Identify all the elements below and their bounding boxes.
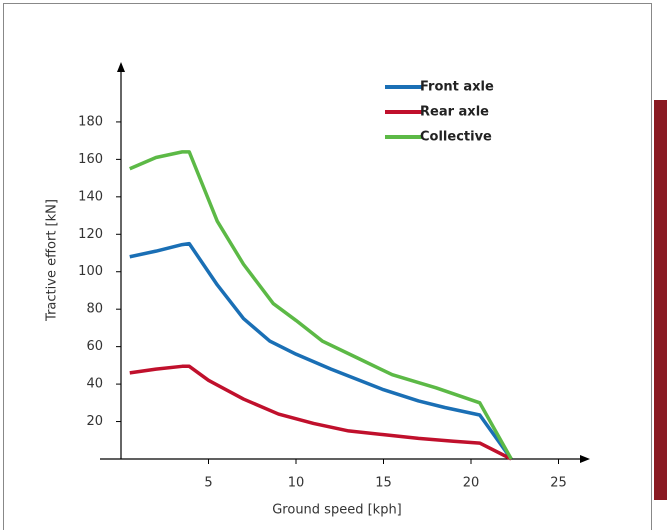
x-axis-arrow [580, 455, 590, 463]
y-tick-label: 40 [86, 377, 103, 392]
legend-label: Rear axle [420, 105, 489, 120]
legend-label: Front axle [420, 80, 494, 95]
y-tick-label: 80 [86, 302, 103, 317]
y-tick-label: 160 [78, 152, 103, 167]
x-tick-label: 10 [288, 476, 305, 491]
series-line [129, 241, 513, 461]
y-tick-label: 20 [86, 414, 103, 429]
background-fragment [654, 100, 667, 500]
y-tick-label: 100 [78, 264, 103, 279]
y-tick-label: 180 [78, 114, 103, 129]
y-tick-label: 60 [86, 339, 103, 354]
y-axis-label: Tractive effort [kN] [45, 199, 60, 322]
legend-label: Collective [420, 130, 492, 145]
x-axis-label: Ground speed [kph] [272, 503, 402, 518]
frame [3, 3, 652, 530]
series-line [129, 364, 513, 461]
y-tick-label: 120 [78, 227, 103, 242]
x-tick-label: 25 [550, 476, 567, 491]
y-tick-label: 140 [78, 189, 103, 204]
x-tick-label: 5 [204, 476, 212, 491]
y-axis-arrow [117, 62, 125, 72]
x-tick-label: 20 [463, 476, 480, 491]
series-line [129, 150, 513, 460]
x-tick-label: 15 [375, 476, 392, 491]
